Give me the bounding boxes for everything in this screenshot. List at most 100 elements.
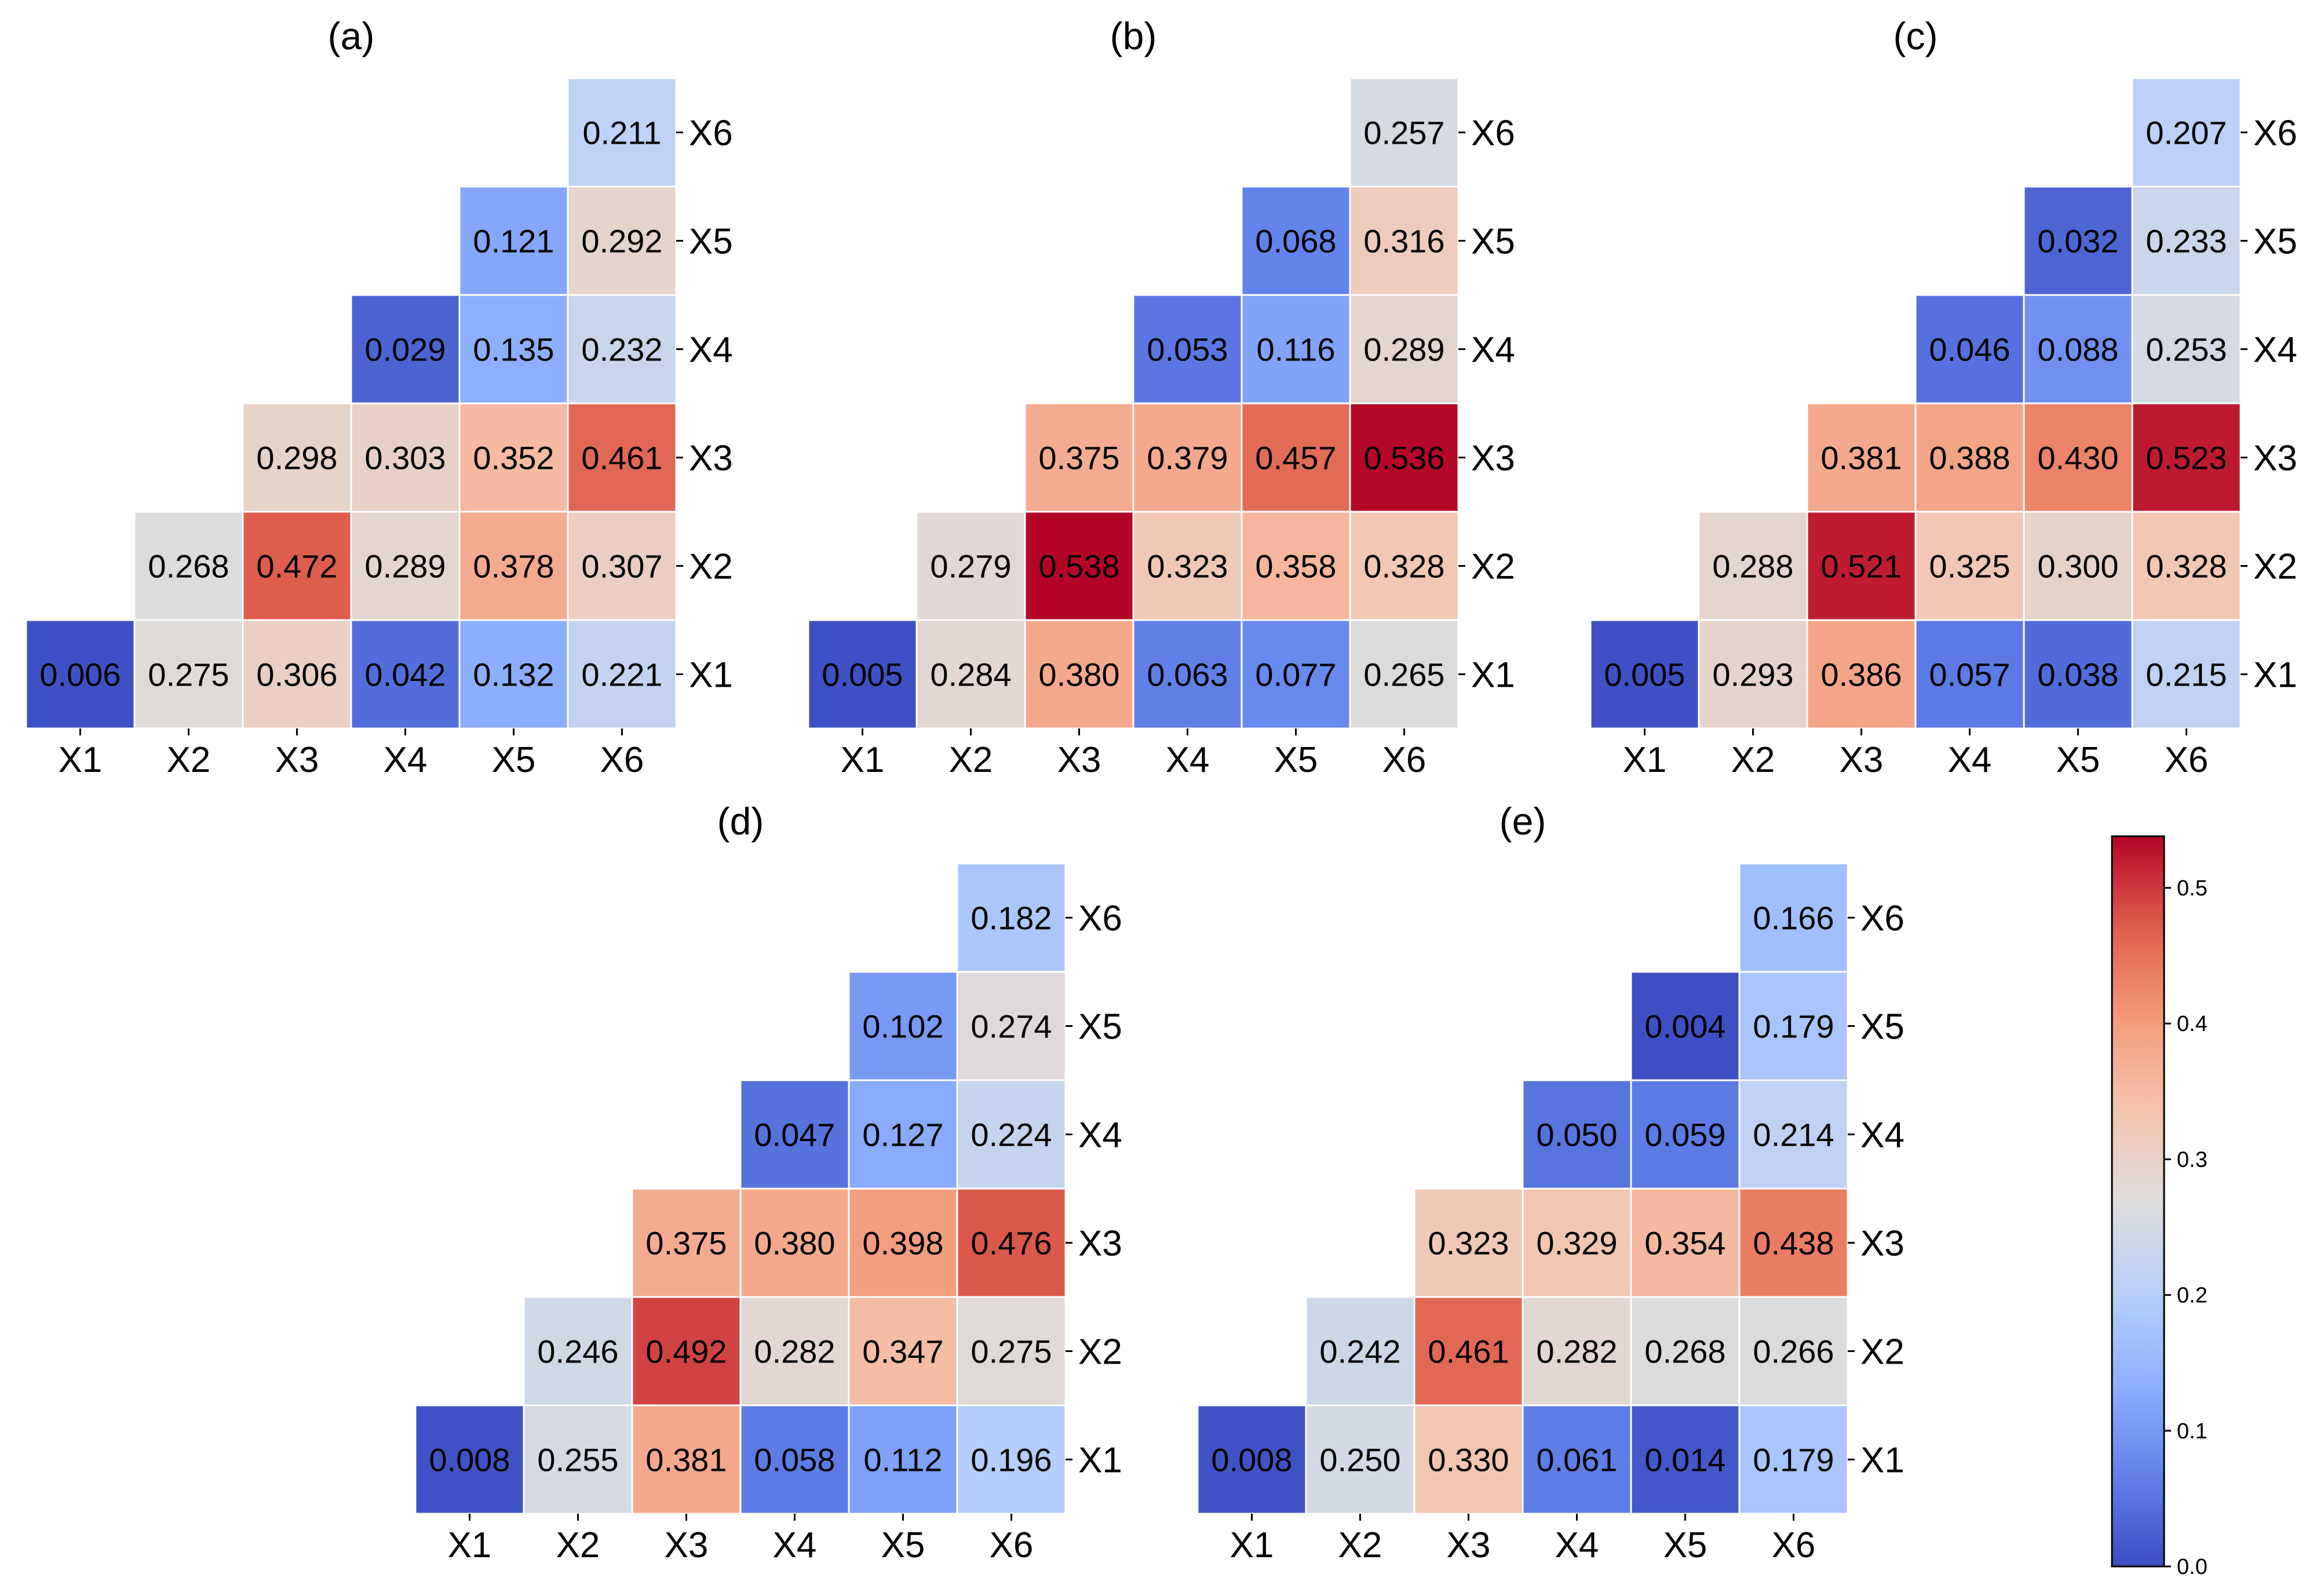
- cell-value-label: 0.292: [581, 223, 662, 260]
- panel-title: (e): [1500, 800, 1546, 843]
- x-tick-label: X5: [1663, 1525, 1708, 1565]
- x-tick-label: X6: [2165, 740, 2209, 780]
- heatmap-cell: [567, 294, 677, 405]
- x-tick-label: X6: [600, 740, 644, 780]
- heatmap-cell: [1630, 1296, 1741, 1406]
- x-tick-label: X6: [1382, 740, 1426, 780]
- heatmap-cell: [915, 511, 1026, 621]
- heatmap-cell: [2023, 294, 2133, 405]
- heatmap-cell: [2131, 402, 2242, 513]
- x-tick-label: X3: [665, 1525, 709, 1565]
- heatmap-cell: [1806, 619, 1917, 730]
- heatmap-cell: [1738, 1079, 1849, 1190]
- heatmap-cell: [2131, 77, 2242, 188]
- x-tick-label: X3: [1447, 1525, 1491, 1565]
- y-tick-label: X1: [1078, 1441, 1122, 1481]
- cell-value-label: 0.306: [256, 657, 337, 693]
- cell-value-label: 0.214: [1753, 1117, 1834, 1153]
- heatmap-cell: [133, 619, 244, 730]
- cell-value-label: 0.388: [1929, 440, 2010, 476]
- heatmap-cell: [523, 1296, 633, 1406]
- y-tick-label: X1: [2253, 655, 2297, 695]
- x-tick-label: X2: [1731, 740, 1775, 780]
- cell-value-label: 0.274: [971, 1008, 1052, 1045]
- x-tick-label: X5: [881, 1525, 925, 1565]
- cell-value-label: 0.004: [1644, 1008, 1725, 1045]
- heatmap-cell: [567, 185, 677, 296]
- heatmap-panel-e: (e) 0.166 0.004 0.179 0.050 0.059 0.214 0.323 0.…: [1196, 800, 1905, 1565]
- heatmap-cell: [458, 619, 569, 730]
- cell-value-label: 0.398: [862, 1225, 943, 1262]
- heatmap-cell: [1305, 1296, 1415, 1406]
- heatmap-cell: [1914, 511, 2025, 621]
- colorbar-tick-label: 0.1: [2177, 1419, 2208, 1444]
- heatmap-cell: [1914, 402, 2025, 513]
- cell-value-label: 0.215: [2146, 657, 2227, 693]
- heatmap-cell: [1698, 619, 1808, 730]
- cell-value-label: 0.323: [1147, 548, 1228, 585]
- cell-value-label: 0.461: [581, 440, 662, 476]
- cell-value-label: 0.492: [645, 1333, 727, 1370]
- y-tick-label: X3: [1471, 439, 1515, 479]
- cell-value-label: 0.058: [754, 1442, 835, 1478]
- cell-value-label: 0.298: [256, 440, 337, 476]
- cell-value-label: 0.196: [971, 1442, 1052, 1478]
- heatmap-cell: [956, 1187, 1067, 1298]
- heatmap-cell: [25, 619, 136, 730]
- cell-value-label: 0.166: [1753, 900, 1834, 937]
- y-tick-label: X2: [2253, 547, 2297, 587]
- cell-value-label: 0.047: [754, 1117, 835, 1153]
- cell-value-label: 0.330: [1428, 1442, 1509, 1478]
- y-tick-label: X4: [1078, 1116, 1122, 1156]
- y-tick-label: X6: [1471, 114, 1515, 154]
- x-tick-label: X5: [492, 740, 536, 780]
- heatmap-cell: [848, 971, 958, 1081]
- cell-value-label: 0.008: [1211, 1442, 1292, 1478]
- heatmap-cell: [1349, 294, 1460, 405]
- cell-value-label: 0.102: [862, 1008, 943, 1045]
- cell-value-label: 0.279: [930, 548, 1011, 585]
- cell-value-label: 0.476: [971, 1225, 1052, 1262]
- cell-value-label: 0.288: [1712, 548, 1793, 585]
- cell-value-label: 0.179: [1753, 1008, 1834, 1045]
- heatmap-cell: [1914, 294, 2025, 405]
- heatmap-cell: [915, 619, 1026, 730]
- cell-value-label: 0.358: [1255, 548, 1336, 585]
- heatmap-cell: [567, 402, 677, 513]
- x-tick-label: X4: [1948, 740, 1992, 780]
- cell-value-label: 0.300: [2037, 548, 2118, 585]
- cell-value-label: 0.265: [1363, 657, 1444, 693]
- cell-value-label: 0.275: [148, 657, 229, 693]
- heatmap-cell: [1698, 511, 1808, 621]
- colorbar-tick-label: 0.4: [2177, 1012, 2208, 1036]
- heatmap-cell: [458, 511, 569, 621]
- cell-value-label: 0.246: [537, 1333, 618, 1370]
- heatmap-cell: [807, 619, 918, 730]
- x-tick-label: X1: [448, 1525, 492, 1565]
- cell-value-label: 0.233: [2146, 223, 2227, 260]
- panel-title: (c): [1894, 14, 1938, 57]
- heatmap-cell: [1738, 1404, 1849, 1515]
- heatmap-cell: [2023, 185, 2133, 296]
- cell-value-label: 0.538: [1038, 548, 1119, 585]
- heatmap-cell: [1630, 971, 1741, 1081]
- heatmap-panels: (a) 0.211 0.121 0.292 0.029 0.135 0.232 0.298 0.…: [25, 14, 2297, 1565]
- cell-value-label: 0.127: [862, 1117, 943, 1153]
- y-tick-label: X4: [2253, 330, 2297, 370]
- x-tick-label: X4: [1166, 740, 1210, 780]
- heatmap-cell: [1522, 1187, 1632, 1298]
- cell-value-label: 0.050: [1536, 1117, 1617, 1153]
- y-tick-label: X3: [1078, 1224, 1122, 1264]
- y-tick-label: X6: [2253, 114, 2297, 154]
- cell-value-label: 0.005: [822, 657, 903, 693]
- cell-value-label: 0.282: [1536, 1333, 1617, 1370]
- colorbar-tick-label: 0.2: [2177, 1284, 2208, 1308]
- y-tick-label: X6: [689, 114, 733, 154]
- heatmap-cell: [350, 619, 461, 730]
- cell-value-label: 0.284: [930, 657, 1011, 693]
- heatmap-cell: [2131, 511, 2242, 621]
- heatmap-cell: [1738, 1296, 1849, 1406]
- heatmap-cell: [1349, 619, 1460, 730]
- heatmap-cell: [1630, 1404, 1741, 1515]
- heatmap-cell: [1522, 1404, 1632, 1515]
